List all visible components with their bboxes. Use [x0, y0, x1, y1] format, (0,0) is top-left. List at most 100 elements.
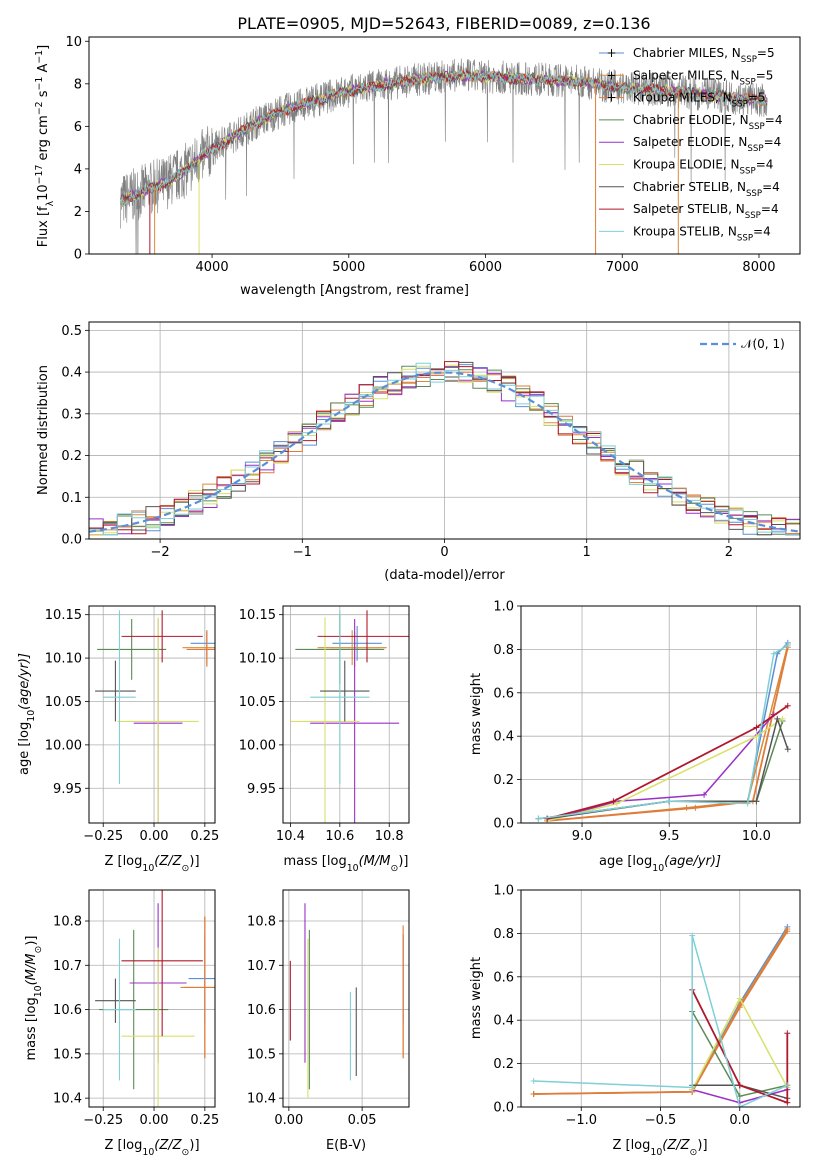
- x-axis-label-part: 10: [650, 1147, 662, 1158]
- x-tick-label: 10.6: [325, 829, 354, 844]
- y-tick-label: 0.4: [493, 1014, 514, 1029]
- y-tick-label: 10.4: [53, 1092, 82, 1107]
- normal-curve: [89, 371, 800, 533]
- x-axis-label-part: (Z/Z: [662, 1138, 690, 1153]
- y-tick-label: 10: [65, 35, 82, 50]
- y-tick-label: 0.6: [493, 970, 514, 985]
- legend-label-part: Kroupa MILES, N: [633, 91, 732, 105]
- y-tick-label: 0.2: [493, 1057, 514, 1072]
- legend-marker: +: [606, 46, 616, 60]
- y-tick-label: 10.8: [247, 915, 276, 930]
- x-tick-label: 0.25: [190, 1113, 219, 1128]
- y-tick-label: 9.95: [53, 782, 82, 797]
- legend-label-part: SSP: [745, 211, 761, 221]
- x-axis-label: wavelength [Angstrom, rest frame]: [240, 283, 469, 298]
- legend-label: Salpeter MILES, NSSP=5: [633, 68, 773, 87]
- y-tick-label: 0.0: [493, 1101, 514, 1116]
- axes-frame: [88, 36, 801, 255]
- y-tick-label: 10.8: [53, 915, 82, 930]
- x-axis-label: age [log10(age/yr)]: [599, 854, 721, 874]
- x-tick-label: 0.00: [140, 1113, 169, 1128]
- legend-label-part: SSP: [740, 77, 756, 87]
- x-tick-label: −0.5: [645, 1113, 677, 1128]
- x-axis-label-part: ⊙: [182, 1147, 190, 1158]
- legend-label-part: =5: [757, 46, 775, 60]
- x-axis-label-part: (M/M: [359, 854, 391, 869]
- figure-title: PLATE=0905, MJD=52643, FIBERID=0089, z=0…: [237, 14, 650, 33]
- x-axis-label-part: 10: [347, 863, 359, 874]
- y-tick-label: 1.0: [493, 884, 514, 899]
- y-tick-label: 10.00: [45, 738, 82, 753]
- x-tick-label: 7000: [606, 260, 639, 275]
- legend-label-part: =4: [753, 224, 771, 238]
- y-tick-label: 10.4: [247, 1092, 276, 1107]
- y-axis-label-part: s: [36, 90, 51, 101]
- x-tick-label: −0.25: [83, 1113, 123, 1128]
- axes-frame: [88, 605, 216, 824]
- x-tick-label: 0.00: [140, 829, 169, 844]
- y-axis-label-part: Flux [f: [36, 206, 51, 247]
- legend-label-part: SSP: [732, 100, 748, 110]
- x-tick-label: 2: [725, 545, 733, 560]
- y-axis-label-part: −17: [34, 165, 45, 185]
- y-tick-label: 8: [74, 77, 82, 92]
- legend-label-part: SSP: [737, 233, 753, 243]
- y-tick-label: 10.15: [239, 608, 276, 623]
- y-tick-label: 9.95: [247, 782, 276, 797]
- y-tick-label: 10.7: [247, 959, 276, 974]
- y-tick-label: 6: [74, 120, 82, 135]
- legend-label-part: SSP: [749, 122, 765, 132]
- y-tick-label: 1.0: [493, 600, 514, 615]
- x-tick-label: −0.25: [83, 829, 123, 844]
- y-axis-label-part: mass [log: [24, 997, 39, 1060]
- x-tick-label: 10.4: [276, 829, 305, 844]
- weight-line: [547, 647, 789, 822]
- y-axis-label-part: age [log: [17, 722, 32, 775]
- x-tick-label: 5000: [332, 260, 365, 275]
- axes-frame: [282, 605, 410, 824]
- x-axis-label-part: 10: [142, 1147, 154, 1158]
- y-tick-label: 0: [74, 248, 82, 263]
- y-tick-label: 10.10: [239, 652, 276, 667]
- plot-area-age_vs_Z: [95, 610, 215, 823]
- legend-label-part: =4: [765, 113, 783, 127]
- x-axis-label-part: 10: [142, 863, 154, 874]
- legend-label-part: SSP: [740, 167, 756, 177]
- x-tick-label: −1.0: [565, 1113, 597, 1128]
- plot-area-spectrum: [120, 58, 768, 254]
- y-tick-label: 0.1: [61, 491, 82, 506]
- x-axis-label-part: )]: [189, 854, 199, 869]
- x-tick-label: 1: [583, 545, 591, 560]
- y-axis-label-part: −1: [34, 77, 45, 91]
- y-axis-label-part: ]: [36, 45, 51, 50]
- y-tick-label: 0.4: [61, 366, 82, 381]
- y-axis-label-part: λ: [45, 200, 56, 206]
- axes-age_vs_Z: −0.25 0.00 0.25 9.95 10.00 10.05 10.10 10.15: [45, 605, 219, 844]
- x-axis-label-part: 10: [652, 863, 664, 874]
- x-axis-label-part: (Z/Z: [154, 854, 182, 869]
- x-axis-label: Z [log10(Z/Z⊙)]: [612, 1138, 707, 1158]
- legend-label: Kroupa ELODIE, NSSP=4: [633, 158, 773, 177]
- legend-label-part: Salpeter STELIB, N: [633, 202, 745, 216]
- y-tick-label: 10.10: [45, 652, 82, 667]
- x-axis-label-part: age [log: [599, 854, 652, 869]
- axes-weight_vs_Z: −1.0 −0.5 0.0 0.0 0.2 0.4 0.6 0.8 1.0: [493, 884, 801, 1128]
- x-axis-label-part: (age/yr)]: [664, 854, 721, 869]
- x-axis-label-part: )]: [189, 1138, 199, 1153]
- legend-label-part: Salpeter ELODIE, N: [633, 135, 747, 149]
- y-tick-label: 10.7: [53, 959, 82, 974]
- x-tick-label: −2: [151, 545, 170, 560]
- y-axis-label: Normed distribution: [36, 365, 51, 495]
- axes-spectrum: 4000 5000 6000 7000 8000 0 2 4 6 8 10: [65, 35, 801, 275]
- legend-label: Chabrier STELIB, NSSP=4: [633, 180, 780, 199]
- y-tick-label: 2: [74, 205, 82, 220]
- x-axis-label: (data-model)/error: [384, 568, 505, 583]
- x-axis-label-part: )]: [398, 854, 408, 869]
- legend-label-part: =4: [756, 158, 774, 172]
- y-axis-label-part: (age/yr)]: [17, 653, 32, 710]
- y-tick-label: 10.5: [53, 1047, 82, 1062]
- y-axis-label: mass weight: [469, 673, 484, 755]
- plot-area-mass_vs_EBV: [289, 903, 404, 1099]
- model-spectrum: [120, 69, 768, 206]
